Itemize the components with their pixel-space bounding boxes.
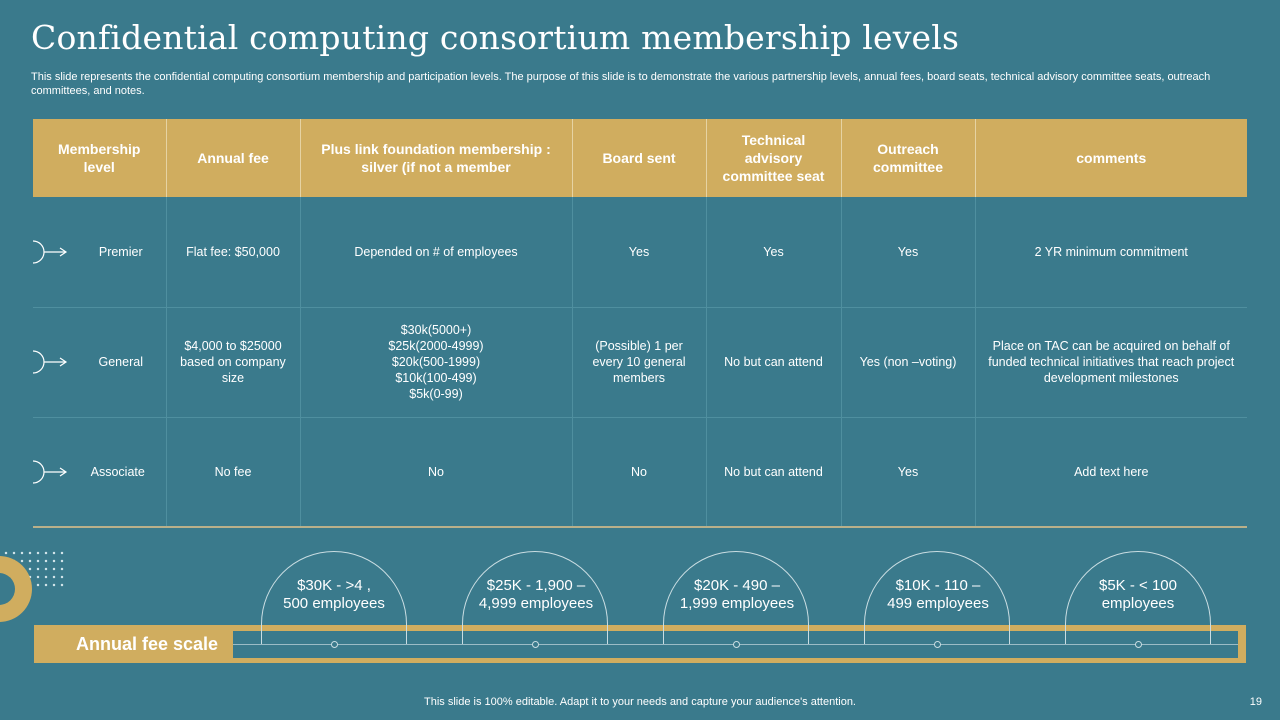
foundation-line: $30k(5000+) bbox=[400, 323, 472, 337]
foundation-line: $10k(100-499) bbox=[395, 371, 477, 385]
cell-foundation: $30k(5000+) $25k(2000-4999) $20k(500-199… bbox=[300, 307, 573, 418]
cell-tac: No but can attend bbox=[706, 417, 842, 528]
table-row: Associate No fee No No No but can attend… bbox=[33, 417, 1247, 528]
table-header-row: Membership level Annual fee Plus link fo… bbox=[33, 119, 1247, 197]
cell-annual-fee: No fee bbox=[166, 417, 301, 528]
table-row: Premier Flat fee: $50,000 Depended on # … bbox=[33, 197, 1247, 308]
membership-level-label: General bbox=[98, 355, 143, 369]
fee-tier-line2: 1,999 employees bbox=[679, 595, 795, 612]
cell-foundation: Depended on # of employees bbox=[300, 197, 573, 308]
cell-board: Yes bbox=[572, 197, 707, 308]
fee-tier-line1: $20K - 490 – bbox=[694, 577, 780, 594]
foundation-line: $25k(2000-4999) bbox=[388, 339, 484, 353]
fee-tier: $25K - 1,900 – 4,999 employees bbox=[446, 577, 626, 613]
cell-comments: 2 YR minimum commitment bbox=[975, 197, 1247, 308]
fee-tier-line1: $5K - < 100 bbox=[1099, 577, 1177, 594]
membership-level-label: Associate bbox=[90, 464, 145, 479]
cell-comments: Place on TAC can be acquired on behalf o… bbox=[975, 307, 1247, 418]
cell-tac: No but can attend bbox=[706, 307, 842, 418]
fee-tier-line2: 499 employees bbox=[887, 595, 989, 612]
fee-scale-marker bbox=[331, 641, 338, 648]
fee-tier-line1: $30K - >4 , bbox=[297, 577, 371, 594]
header-foundation-membership: Plus link foundation membership : silver… bbox=[300, 119, 573, 197]
fee-scale-label: Annual fee scale bbox=[76, 634, 219, 654]
fee-scale-marker bbox=[733, 641, 740, 648]
fee-tier: $5K - < 100 employees bbox=[1048, 577, 1228, 613]
foundation-line: Depended on # of employees bbox=[354, 244, 518, 259]
fee-tier-line2: employees bbox=[1101, 595, 1175, 612]
fee-scale-marker bbox=[532, 641, 539, 648]
slide-title: Confidential computing consortium member… bbox=[31, 18, 960, 57]
fee-tier-line2: 4,999 employees bbox=[478, 595, 594, 612]
cell-outreach: Yes bbox=[841, 417, 976, 528]
cell-level: Associate bbox=[33, 417, 167, 528]
header-outreach-committee: Outreach committee bbox=[841, 119, 976, 197]
cell-foundation: No bbox=[300, 417, 573, 528]
fee-tier-line1: $10K - 110 – bbox=[895, 577, 981, 594]
foundation-line: $20k(500-1999) bbox=[391, 355, 481, 369]
membership-table: Membership level Annual fee Plus link fo… bbox=[33, 119, 1247, 528]
slide-subtitle: This slide represents the confidential c… bbox=[31, 71, 1211, 97]
table-row: General $4,000 to $25000 based on compan… bbox=[33, 307, 1247, 418]
header-comments: comments bbox=[975, 119, 1247, 197]
fee-tier: $30K - >4 , 500 employees bbox=[244, 577, 424, 613]
arrow-bracket-icon bbox=[33, 350, 68, 374]
cell-annual-fee: Flat fee: $50,000 bbox=[166, 197, 301, 308]
fee-tier-line1: $25K - 1,900 – bbox=[486, 577, 586, 594]
header-annual-fee: Annual fee bbox=[166, 119, 301, 197]
slide-footer: This slide is 100% editable. Adapt it to… bbox=[424, 696, 856, 708]
cell-board: No bbox=[572, 417, 707, 528]
foundation-line: No bbox=[428, 464, 444, 479]
cell-comments: Add text here bbox=[975, 417, 1247, 528]
fee-scale-marker bbox=[1135, 641, 1142, 648]
header-board-sent: Board sent bbox=[572, 119, 707, 197]
page-number: 19 bbox=[1249, 696, 1262, 708]
arrow-bracket-icon bbox=[33, 240, 68, 264]
fee-tier: $10K - 110 – 499 employees bbox=[848, 577, 1028, 613]
cell-tac: Yes bbox=[706, 197, 842, 308]
cell-outreach: Yes (non –voting) bbox=[841, 307, 976, 418]
fee-tier: $20K - 490 – 1,999 employees bbox=[647, 577, 827, 613]
fee-scale-marker bbox=[934, 641, 941, 648]
foundation-line: $5k(0-99) bbox=[409, 387, 463, 401]
header-membership-level: Membership level bbox=[33, 119, 167, 197]
cell-outreach: Yes bbox=[841, 197, 976, 308]
arrow-bracket-icon bbox=[33, 460, 68, 484]
header-tac-seat: Technical advisory committee seat bbox=[706, 119, 842, 197]
cell-level: Premier bbox=[33, 197, 167, 308]
cell-board: (Possible) 1 per every 10 general member… bbox=[572, 307, 707, 418]
membership-level-label: Premier bbox=[98, 244, 143, 259]
cell-level: General bbox=[33, 307, 167, 418]
cell-annual-fee: $4,000 to $25000 based on company size bbox=[166, 307, 301, 418]
fee-tier-line2: 500 employees bbox=[283, 595, 385, 612]
